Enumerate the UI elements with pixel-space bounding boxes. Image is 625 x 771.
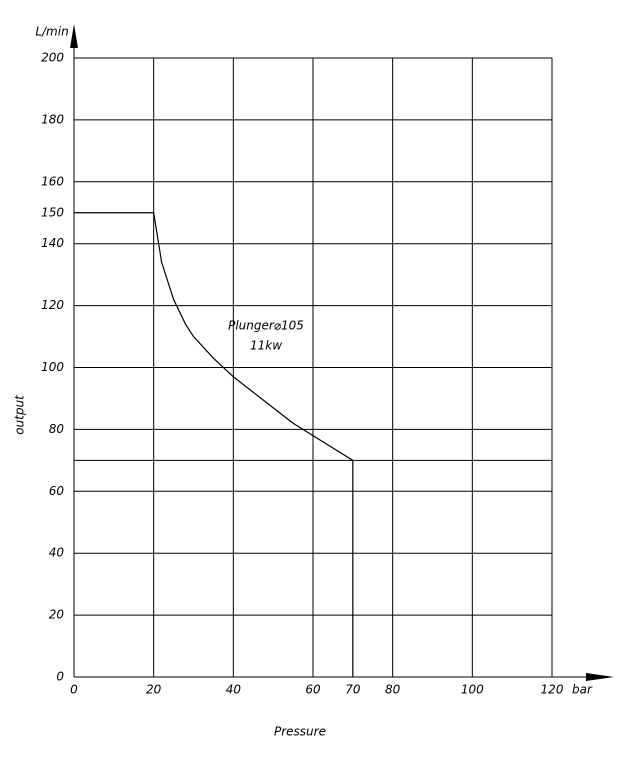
y-tick-label: 100 xyxy=(41,360,64,374)
data-line xyxy=(74,212,354,677)
x-tick-label: 120 xyxy=(541,683,564,697)
x-tick-label: 80 xyxy=(385,683,401,697)
y-tick-label: 120 xyxy=(41,298,64,312)
y-tick-label: 60 xyxy=(49,484,65,498)
y-arrow xyxy=(70,24,78,48)
y-tick-label: 20 xyxy=(49,608,65,622)
y-tick-label: 140 xyxy=(41,236,64,250)
x-tick-label: 40 xyxy=(226,683,242,697)
x-arrow xyxy=(586,673,614,681)
y-unit: L/min xyxy=(35,25,68,39)
y-label: output xyxy=(13,394,27,435)
y-tick-label: 160 xyxy=(41,174,64,188)
annotation: 11kw xyxy=(250,339,282,353)
y-tick-label: 150 xyxy=(41,205,64,219)
annotation: Plunger⌀105 xyxy=(228,319,304,333)
x-unit: bar xyxy=(572,683,593,697)
x-tick-label: 0 xyxy=(70,683,78,697)
y-tick-label: 0 xyxy=(56,670,64,684)
x-tick-label: 100 xyxy=(461,683,484,697)
x-label: Pressure xyxy=(274,725,326,739)
y-tick-label: 40 xyxy=(49,546,65,560)
x-tick-label: 60 xyxy=(305,683,321,697)
x-tick-label: 20 xyxy=(146,683,162,697)
y-tick-label: 180 xyxy=(41,112,64,126)
y-tick-label: 200 xyxy=(41,51,64,65)
x-tick-label: 70 xyxy=(345,683,361,697)
y-tick-label: 80 xyxy=(49,422,65,436)
